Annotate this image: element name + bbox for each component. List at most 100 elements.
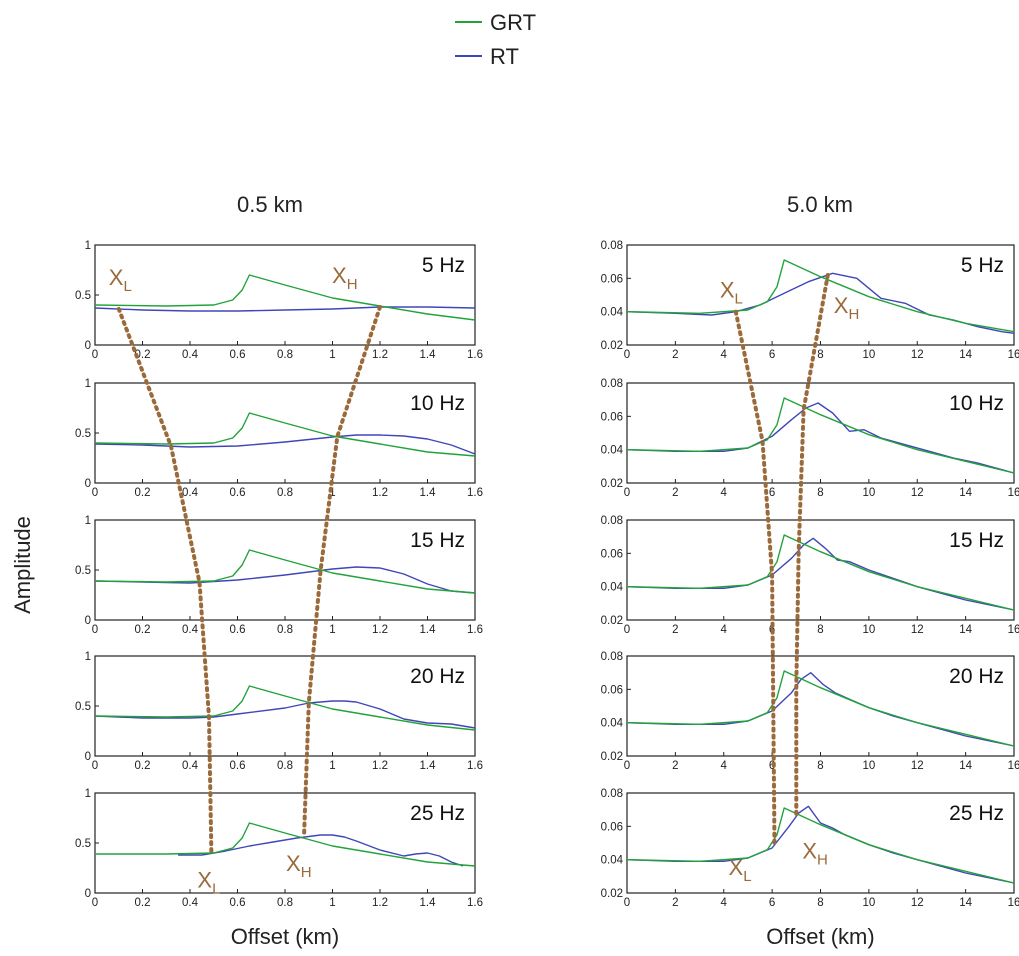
- frequency-label: 25 Hz: [949, 802, 1004, 825]
- y-tick-label: 0.06: [601, 548, 623, 560]
- y-tick-label: 0.04: [601, 445, 624, 457]
- frequency-label: 10 Hz: [410, 392, 465, 415]
- x-tick-label: 0: [624, 897, 630, 909]
- series-line-rt: [94, 306, 476, 312]
- x-tick-label: 12: [911, 897, 924, 909]
- y-tick-label: 0: [85, 615, 91, 627]
- x-tick-label: 1: [329, 760, 335, 772]
- marker-label-sub: L: [212, 880, 220, 897]
- x-tick-label: 14: [959, 349, 972, 361]
- marker-label-sub: H: [848, 306, 859, 323]
- x-tick-label: 0.8: [277, 897, 293, 909]
- x-tick-label: 0.8: [277, 624, 293, 636]
- y-tick-label: 0.02: [601, 615, 623, 627]
- x-tick-label: 0.4: [182, 760, 199, 772]
- y-tick-label: 0.08: [601, 240, 623, 252]
- x-tick-label: 1.6: [467, 760, 483, 772]
- x-tick-label: 1.6: [467, 624, 483, 636]
- x-tick-label: 10: [862, 487, 875, 499]
- marker-label-sub: L: [123, 278, 131, 295]
- x-tick-label: 0.2: [135, 487, 151, 499]
- series-line-grt: [95, 822, 476, 867]
- x-tick-label: 0.4: [182, 897, 199, 909]
- y-tick-label: 0.06: [601, 411, 623, 423]
- marker-label-low: XL: [729, 855, 752, 885]
- series-line-grt: [94, 685, 476, 731]
- x-tick-label: 0.6: [230, 897, 246, 909]
- y-tick-label: 0.5: [75, 838, 91, 850]
- panel-frame: [626, 655, 1015, 757]
- y-tick-label: 0.04: [601, 307, 624, 319]
- marker-label-sub: L: [735, 291, 743, 308]
- y-tick-label: 0.02: [601, 888, 623, 900]
- x-tick-label: 0.2: [135, 897, 151, 909]
- panel-1-0: 0 2 4 6 8 10 12 14 16 0.02 0.04 0.06 0.08 5 Hz: [601, 240, 1019, 361]
- y-tick-label: 0.08: [601, 378, 623, 390]
- x-tick-label: 14: [959, 897, 972, 909]
- marker-label-sub: H: [301, 864, 312, 881]
- x-tick-label: 4: [721, 897, 728, 909]
- x-tick-label: 6: [769, 487, 775, 499]
- legend: GRT RT: [455, 10, 536, 69]
- panel-frame: [94, 519, 476, 621]
- x-tick-label: 0.6: [230, 760, 246, 772]
- x-axis-label-1: Offset (km): [766, 924, 874, 949]
- marker-label-main: X: [109, 265, 124, 290]
- x-tick-label: 14: [959, 487, 972, 499]
- y-tick-label: 0.5: [75, 701, 91, 713]
- series-line-grt: [94, 274, 476, 321]
- x-tick-label: 1.4: [420, 760, 437, 772]
- panel-frame: [626, 519, 1015, 621]
- x-tick-label: 0.2: [135, 760, 151, 772]
- x-tick-label: 2: [672, 487, 678, 499]
- x-tick-label: 8: [817, 624, 823, 636]
- y-tick-label: 0.02: [601, 478, 623, 490]
- series-line-grt: [94, 412, 476, 457]
- x-tick-label: 1.6: [467, 897, 483, 909]
- frequency-label: 5 Hz: [961, 254, 1004, 277]
- marker-label-main: X: [286, 851, 301, 876]
- x-tick-label: 6: [769, 897, 775, 909]
- x-tick-label: 1.4: [420, 624, 437, 636]
- x-tick-label: 0: [624, 760, 630, 772]
- series-line-grt: [626, 534, 1015, 611]
- x-tick-label: 0.4: [182, 487, 199, 499]
- x-tick-label: 0.8: [277, 760, 293, 772]
- x-tick-label: 2: [672, 897, 678, 909]
- frequency-label: 15 Hz: [410, 529, 465, 552]
- series-line-rt: [94, 566, 476, 594]
- column-title-1: 5.0 km: [787, 192, 853, 217]
- panel-frame: [626, 244, 1015, 346]
- y-tick-label: 0: [85, 888, 91, 900]
- x-tick-label: 16: [1008, 487, 1019, 499]
- y-tick-label: 0.04: [601, 718, 624, 730]
- marker-label-main: X: [729, 855, 744, 880]
- frequency-label: 20 Hz: [410, 665, 465, 688]
- marker-label-high: XH: [802, 838, 828, 868]
- x-tick-label: 8: [817, 349, 823, 361]
- series-line-rt: [94, 700, 476, 729]
- x-tick-label: 0.4: [182, 349, 199, 361]
- series-line-grt: [626, 397, 1015, 474]
- y-tick-label: 1: [85, 651, 91, 663]
- x-tick-label: 1.4: [420, 349, 437, 361]
- x-tick-label: 4: [721, 487, 728, 499]
- y-tick-label: 1: [85, 240, 91, 252]
- x-tick-label: 14: [959, 624, 972, 636]
- x-tick-label: 0: [92, 897, 98, 909]
- x-tick-label: 16: [1008, 760, 1019, 772]
- x-tick-label: 0.4: [182, 624, 199, 636]
- series-line-rt: [178, 834, 464, 867]
- panel-0-2: 0 0.2 0.4 0.6 0.8 1 1.2 1.4 1.6 0 0.5 1 15 Hz: [75, 515, 483, 636]
- x-tick-label: 10: [862, 760, 875, 772]
- x-tick-label: 0.2: [135, 349, 151, 361]
- x-tick-label: 0.6: [230, 349, 246, 361]
- x-tick-label: 0.2: [135, 624, 151, 636]
- series-line-grt: [626, 670, 1015, 747]
- series-line-rt: [94, 434, 476, 455]
- x-tick-label: 16: [1008, 349, 1019, 361]
